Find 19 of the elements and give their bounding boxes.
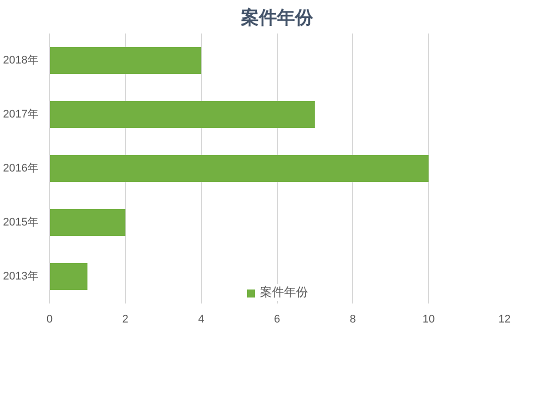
bar	[50, 101, 315, 128]
x-tick-label: 10	[422, 314, 435, 326]
x-tick-label: 8	[350, 314, 356, 326]
y-tick-label: 2017年	[3, 108, 39, 120]
x-tick-label: 0	[46, 314, 53, 326]
y-tick-label: 2013年	[3, 270, 39, 282]
bar	[50, 209, 126, 236]
chart-title: 案件年份	[240, 8, 314, 28]
y-tick-label: 2015年	[3, 216, 39, 228]
bar	[50, 47, 202, 74]
bar	[50, 263, 88, 290]
y-tick-label: 2018年	[3, 54, 39, 66]
bar	[50, 155, 429, 182]
y-tick-label: 2016年	[3, 162, 39, 174]
x-tick-label: 4	[198, 314, 204, 326]
x-tick-label: 2	[122, 314, 128, 326]
x-tick-label: 6	[274, 314, 280, 326]
legend-label: 案件年份	[260, 284, 308, 301]
x-tick-label: 12	[498, 314, 511, 326]
